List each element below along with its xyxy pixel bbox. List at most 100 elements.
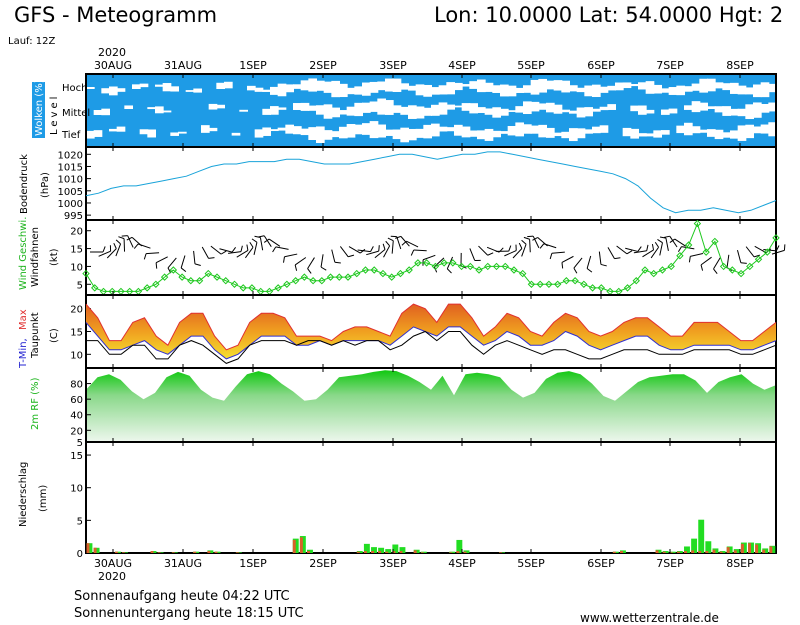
cloud-gap: [523, 85, 532, 93]
cloud-gap: [745, 124, 754, 139]
wind-barb: [320, 254, 324, 268]
wind-marker: [650, 269, 658, 278]
cloud-gap: [201, 125, 210, 133]
pressure-line: [85, 151, 777, 214]
wind-barb: [201, 246, 209, 259]
wind-barb: [543, 243, 557, 249]
cloud-gap: [362, 102, 371, 113]
wind-marker: [553, 280, 562, 288]
cloud-gap: [285, 124, 294, 134]
cloud-gap: [477, 130, 486, 140]
wind-barb-feather: [523, 236, 530, 240]
wind-barb-feather: [586, 268, 593, 273]
wind-barb-feather: [395, 235, 402, 239]
cloud-gap: [691, 126, 701, 134]
cloud-gap: [423, 107, 432, 116]
level-hoch: Hoch: [62, 83, 87, 94]
wind-barb-feather: [133, 243, 139, 249]
cloud-gap: [377, 81, 386, 91]
cloud-gap: [86, 130, 95, 139]
cloud-gap: [162, 83, 172, 92]
precip-bar-large: [669, 552, 673, 553]
wind-barb: [253, 242, 258, 256]
wind-barb-feather: [688, 256, 691, 263]
wind-barb-feather: [126, 236, 133, 241]
cloud-gap: [208, 127, 218, 132]
cloud-gap: [768, 102, 777, 112]
cloud-gap: [714, 129, 724, 140]
wind-marker: [396, 269, 405, 278]
wind-barb-feather: [283, 256, 285, 263]
cloud-gap: [561, 131, 570, 139]
cloud-gap: [737, 125, 747, 141]
wind-barb: [700, 256, 712, 266]
cloud-gap: [745, 87, 754, 95]
cloud-gap: [101, 88, 110, 94]
wind-barb: [674, 238, 686, 247]
cloud-gap: [523, 124, 532, 134]
temp-tick-label: 10: [70, 350, 83, 361]
precip-bar-large: [122, 552, 126, 553]
cloud-gap: [730, 108, 739, 116]
precip-bar-large: [363, 551, 367, 553]
cloud-gap: [523, 101, 532, 115]
cloud-gap: [760, 82, 770, 98]
cloud-gap: [530, 79, 540, 95]
cloud-gap: [622, 82, 632, 89]
tmin-line: [85, 322, 777, 360]
source-link[interactable]: www.wetterzentrale.de: [580, 611, 719, 625]
wind-marker: [676, 252, 684, 260]
precip-panel: 0 5 10 15 Niederschlag (mm): [18, 441, 777, 560]
wind-marker: [597, 284, 606, 292]
wind-barb: [137, 243, 151, 249]
pressure-unit: (hPa): [40, 172, 51, 198]
wind-barb: [478, 245, 489, 256]
temperature-band: [86, 304, 776, 359]
wind-barb: [573, 257, 583, 269]
bottom-x-label: 7SEP: [656, 557, 684, 570]
pressure-tick-label: 1005: [58, 187, 83, 198]
top-x-label: 7SEP: [656, 59, 684, 72]
cloud-gap: [316, 126, 325, 144]
cloud-gap: [599, 125, 609, 133]
wind-barb-feather: [740, 262, 747, 264]
cloud-gap: [178, 131, 187, 134]
wind-barb-feather: [518, 242, 523, 249]
precip-bar-large: [150, 551, 154, 553]
cloud-gap: [93, 110, 103, 115]
precip-bar-large: [420, 552, 424, 553]
cloud-gap: [668, 87, 678, 95]
wind-marker: [265, 287, 274, 296]
cloud-gap: [423, 124, 432, 139]
wind-barb: [219, 248, 233, 253]
cloud-gap: [446, 104, 455, 110]
precip-bar-large: [740, 543, 744, 553]
cloud-gap: [431, 87, 440, 95]
precip-bars: [86, 519, 776, 553]
bottom-x-label: 2SEP: [309, 557, 337, 570]
wind-barb-feather: [194, 263, 201, 266]
wind-marker: [606, 287, 614, 296]
wind-marker: [719, 262, 728, 271]
bottom-x-label: 8SEP: [726, 557, 754, 570]
top-x-label: 3SEP: [379, 59, 407, 72]
cloud-gap: [500, 84, 509, 97]
wind-marker: [387, 273, 396, 281]
cloud-gap: [109, 128, 118, 132]
run-label: Lauf: 12Z: [8, 36, 55, 47]
precip-bar-large: [356, 551, 360, 553]
precip-bar-large: [769, 546, 773, 553]
cloud-gap: [638, 105, 647, 115]
wind-marker: [440, 259, 448, 267]
bottom-x-label: 6SEP: [587, 557, 615, 570]
wind-barb: [98, 250, 111, 257]
precip-bar: [385, 549, 392, 553]
precip-bar-large: [378, 551, 382, 553]
year-label-top: 2020: [98, 46, 126, 59]
wind-barb-feather: [410, 249, 415, 256]
wind-barb: [607, 247, 615, 259]
cloud-gap: [415, 106, 425, 119]
wind-marker: [283, 280, 291, 288]
precip-bar: [371, 547, 377, 553]
